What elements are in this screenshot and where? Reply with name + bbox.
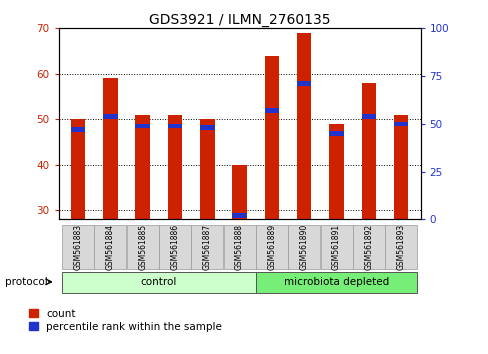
Bar <box>328 124 343 219</box>
Text: GSM561885: GSM561885 <box>138 224 147 270</box>
FancyBboxPatch shape <box>94 225 126 269</box>
FancyBboxPatch shape <box>287 225 320 269</box>
Bar <box>232 213 246 218</box>
Bar <box>135 115 150 219</box>
Bar <box>361 114 375 119</box>
Bar <box>361 83 375 219</box>
Text: microbiota depleted: microbiota depleted <box>284 277 388 287</box>
Bar <box>296 33 311 219</box>
Bar <box>264 108 279 113</box>
Bar <box>62 272 255 293</box>
Text: GSM561886: GSM561886 <box>170 224 179 270</box>
FancyBboxPatch shape <box>62 225 94 269</box>
FancyBboxPatch shape <box>159 225 191 269</box>
Bar <box>167 115 182 219</box>
FancyBboxPatch shape <box>352 225 384 269</box>
Bar <box>200 119 214 219</box>
Text: GSM561893: GSM561893 <box>396 224 405 270</box>
Text: GSM561888: GSM561888 <box>235 224 244 270</box>
FancyBboxPatch shape <box>320 225 352 269</box>
Bar <box>264 56 279 219</box>
Text: GSM561883: GSM561883 <box>73 224 82 270</box>
Text: GSM561892: GSM561892 <box>364 224 372 270</box>
Bar <box>255 272 416 293</box>
Text: GSM561889: GSM561889 <box>267 224 276 270</box>
Bar <box>167 124 182 128</box>
Text: GSM561884: GSM561884 <box>106 224 115 270</box>
Bar <box>103 114 118 119</box>
FancyBboxPatch shape <box>191 225 223 269</box>
Bar <box>200 125 214 130</box>
Text: protocol: protocol <box>5 277 47 287</box>
FancyBboxPatch shape <box>126 225 158 269</box>
Bar <box>71 119 85 219</box>
Text: control: control <box>141 277 177 287</box>
Legend: count, percentile rank within the sample: count, percentile rank within the sample <box>24 304 226 336</box>
Text: GSM561891: GSM561891 <box>331 224 340 270</box>
FancyBboxPatch shape <box>223 225 255 269</box>
FancyBboxPatch shape <box>255 225 287 269</box>
Text: GSM561887: GSM561887 <box>203 224 211 270</box>
Bar <box>71 127 85 132</box>
Bar <box>103 78 118 219</box>
FancyBboxPatch shape <box>385 225 416 269</box>
Bar <box>393 115 407 219</box>
Bar <box>328 131 343 136</box>
Text: GSM561890: GSM561890 <box>299 224 308 270</box>
Bar <box>232 165 246 219</box>
Title: GDS3921 / ILMN_2760135: GDS3921 / ILMN_2760135 <box>148 13 330 27</box>
Bar <box>296 81 311 86</box>
Bar <box>393 122 407 126</box>
Bar <box>135 124 150 128</box>
